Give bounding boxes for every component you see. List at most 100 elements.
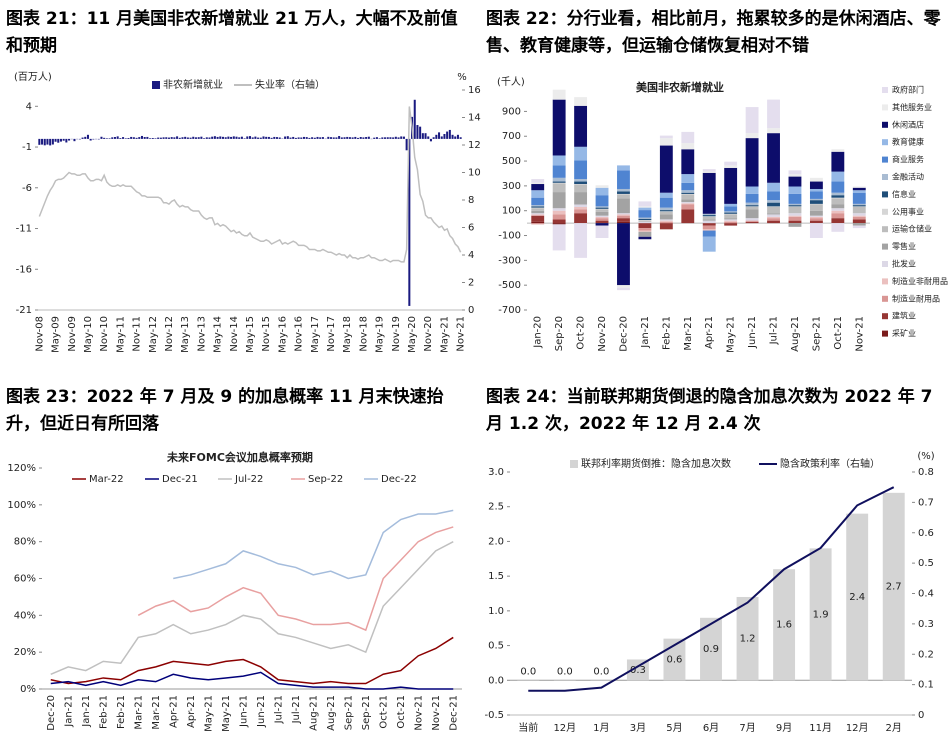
bar-segment xyxy=(852,186,866,188)
bar xyxy=(454,136,457,139)
bar xyxy=(284,136,287,139)
bar-segment xyxy=(574,160,588,180)
bar xyxy=(311,137,314,139)
bar xyxy=(435,134,438,139)
bar xyxy=(200,136,203,139)
bar-segment xyxy=(681,202,695,204)
bar xyxy=(773,569,796,681)
x-tick-label: 2月 xyxy=(886,722,902,734)
bar xyxy=(335,137,338,139)
bar-segment xyxy=(638,220,652,221)
bar-segment xyxy=(659,197,673,208)
bar-segment xyxy=(531,197,545,206)
x-tick-label: Feb-21 xyxy=(116,695,127,729)
bar xyxy=(119,138,122,139)
legend-swatch xyxy=(882,139,888,146)
x-tick-label: 当前 xyxy=(518,721,538,734)
bar xyxy=(267,136,270,139)
data-label: 0.6 xyxy=(667,654,683,665)
y-tick-label: -11 xyxy=(16,224,32,235)
bar xyxy=(103,137,106,139)
x-tick-label: Oct-21 xyxy=(396,695,407,729)
bar-segment xyxy=(659,223,673,230)
bar-segment xyxy=(574,192,588,205)
bar-segment xyxy=(617,215,630,219)
x-tick-label: Nov-21 xyxy=(456,316,467,352)
bar-segment xyxy=(617,218,630,222)
x-tick-label: Jan-20 xyxy=(533,316,544,349)
bar-segment xyxy=(595,206,609,208)
bar-segment xyxy=(574,97,588,106)
bar-segment xyxy=(638,210,652,218)
bar xyxy=(51,138,54,145)
bar xyxy=(165,137,168,139)
legend-label: Sep-22 xyxy=(308,474,343,485)
x-tick-label: Mar-21 xyxy=(133,695,144,730)
legend-swatch xyxy=(882,191,888,198)
bar xyxy=(357,137,360,139)
legend-swatch xyxy=(882,278,888,285)
bar xyxy=(122,137,125,139)
x-tick-label: Jan-21 xyxy=(63,695,74,728)
bar-segment xyxy=(702,220,716,224)
bar xyxy=(132,137,135,139)
x-tick-label: May-13 xyxy=(180,316,191,353)
bar-segment xyxy=(617,287,630,291)
bar-segment xyxy=(724,161,738,166)
bar-segment xyxy=(617,214,630,216)
bar xyxy=(197,137,200,139)
bar-segment xyxy=(809,191,823,199)
bar-segment xyxy=(852,206,866,207)
y-tick-label: 80% xyxy=(14,537,36,548)
bar xyxy=(181,137,184,139)
bar xyxy=(278,137,281,139)
y-tick-label: 2.0 xyxy=(488,536,504,547)
bar xyxy=(327,136,330,139)
bar-segment xyxy=(617,194,630,199)
bar-segment xyxy=(852,206,866,214)
x-tick-label: May-21 xyxy=(439,316,450,353)
bar xyxy=(303,136,306,139)
bar xyxy=(289,137,292,139)
data-label: 0.3 xyxy=(630,665,646,676)
x-tick-label: Mar-21 xyxy=(151,695,162,730)
bar xyxy=(456,134,459,139)
bar xyxy=(384,137,387,139)
bar xyxy=(446,131,449,139)
y2-tick-label: 16 xyxy=(468,85,481,96)
y2-tick-label: 0 xyxy=(468,305,474,316)
bar xyxy=(367,136,370,139)
y-tick-label: -0.5 xyxy=(484,710,504,721)
x-tick-label: May-18 xyxy=(342,316,353,353)
bar-segment xyxy=(852,192,866,204)
bar-segment xyxy=(745,133,759,139)
bar-segment xyxy=(531,213,545,215)
legend-label: 批发业 xyxy=(892,259,916,269)
bar xyxy=(238,137,241,139)
legend-label: 政府部门 xyxy=(892,85,924,95)
bar-segment xyxy=(595,225,609,239)
legend-swatch xyxy=(882,208,888,215)
bar-segment xyxy=(809,215,823,217)
bar-segment xyxy=(681,143,695,150)
bar-segment xyxy=(724,165,738,168)
bar-segment xyxy=(595,218,609,221)
bar-segment xyxy=(724,212,738,214)
y-tick-label: -21 xyxy=(16,305,32,316)
x-tick-label: Apr-21 xyxy=(186,695,197,728)
bar xyxy=(92,138,95,140)
bar-segment xyxy=(767,99,780,129)
bar-segment xyxy=(617,198,630,214)
bar-segment xyxy=(767,213,780,215)
y2-tick-label: 10 xyxy=(468,168,481,179)
bar xyxy=(365,137,368,139)
bar xyxy=(359,137,362,139)
y2-tick-label: 2 xyxy=(468,278,474,289)
bar-segment xyxy=(788,206,802,207)
bar xyxy=(68,138,71,141)
bar xyxy=(105,138,108,139)
bar-segment xyxy=(809,210,823,216)
bar-segment xyxy=(788,215,802,217)
y-tick-label: 1.5 xyxy=(488,571,504,582)
legend-swatch xyxy=(152,81,160,89)
